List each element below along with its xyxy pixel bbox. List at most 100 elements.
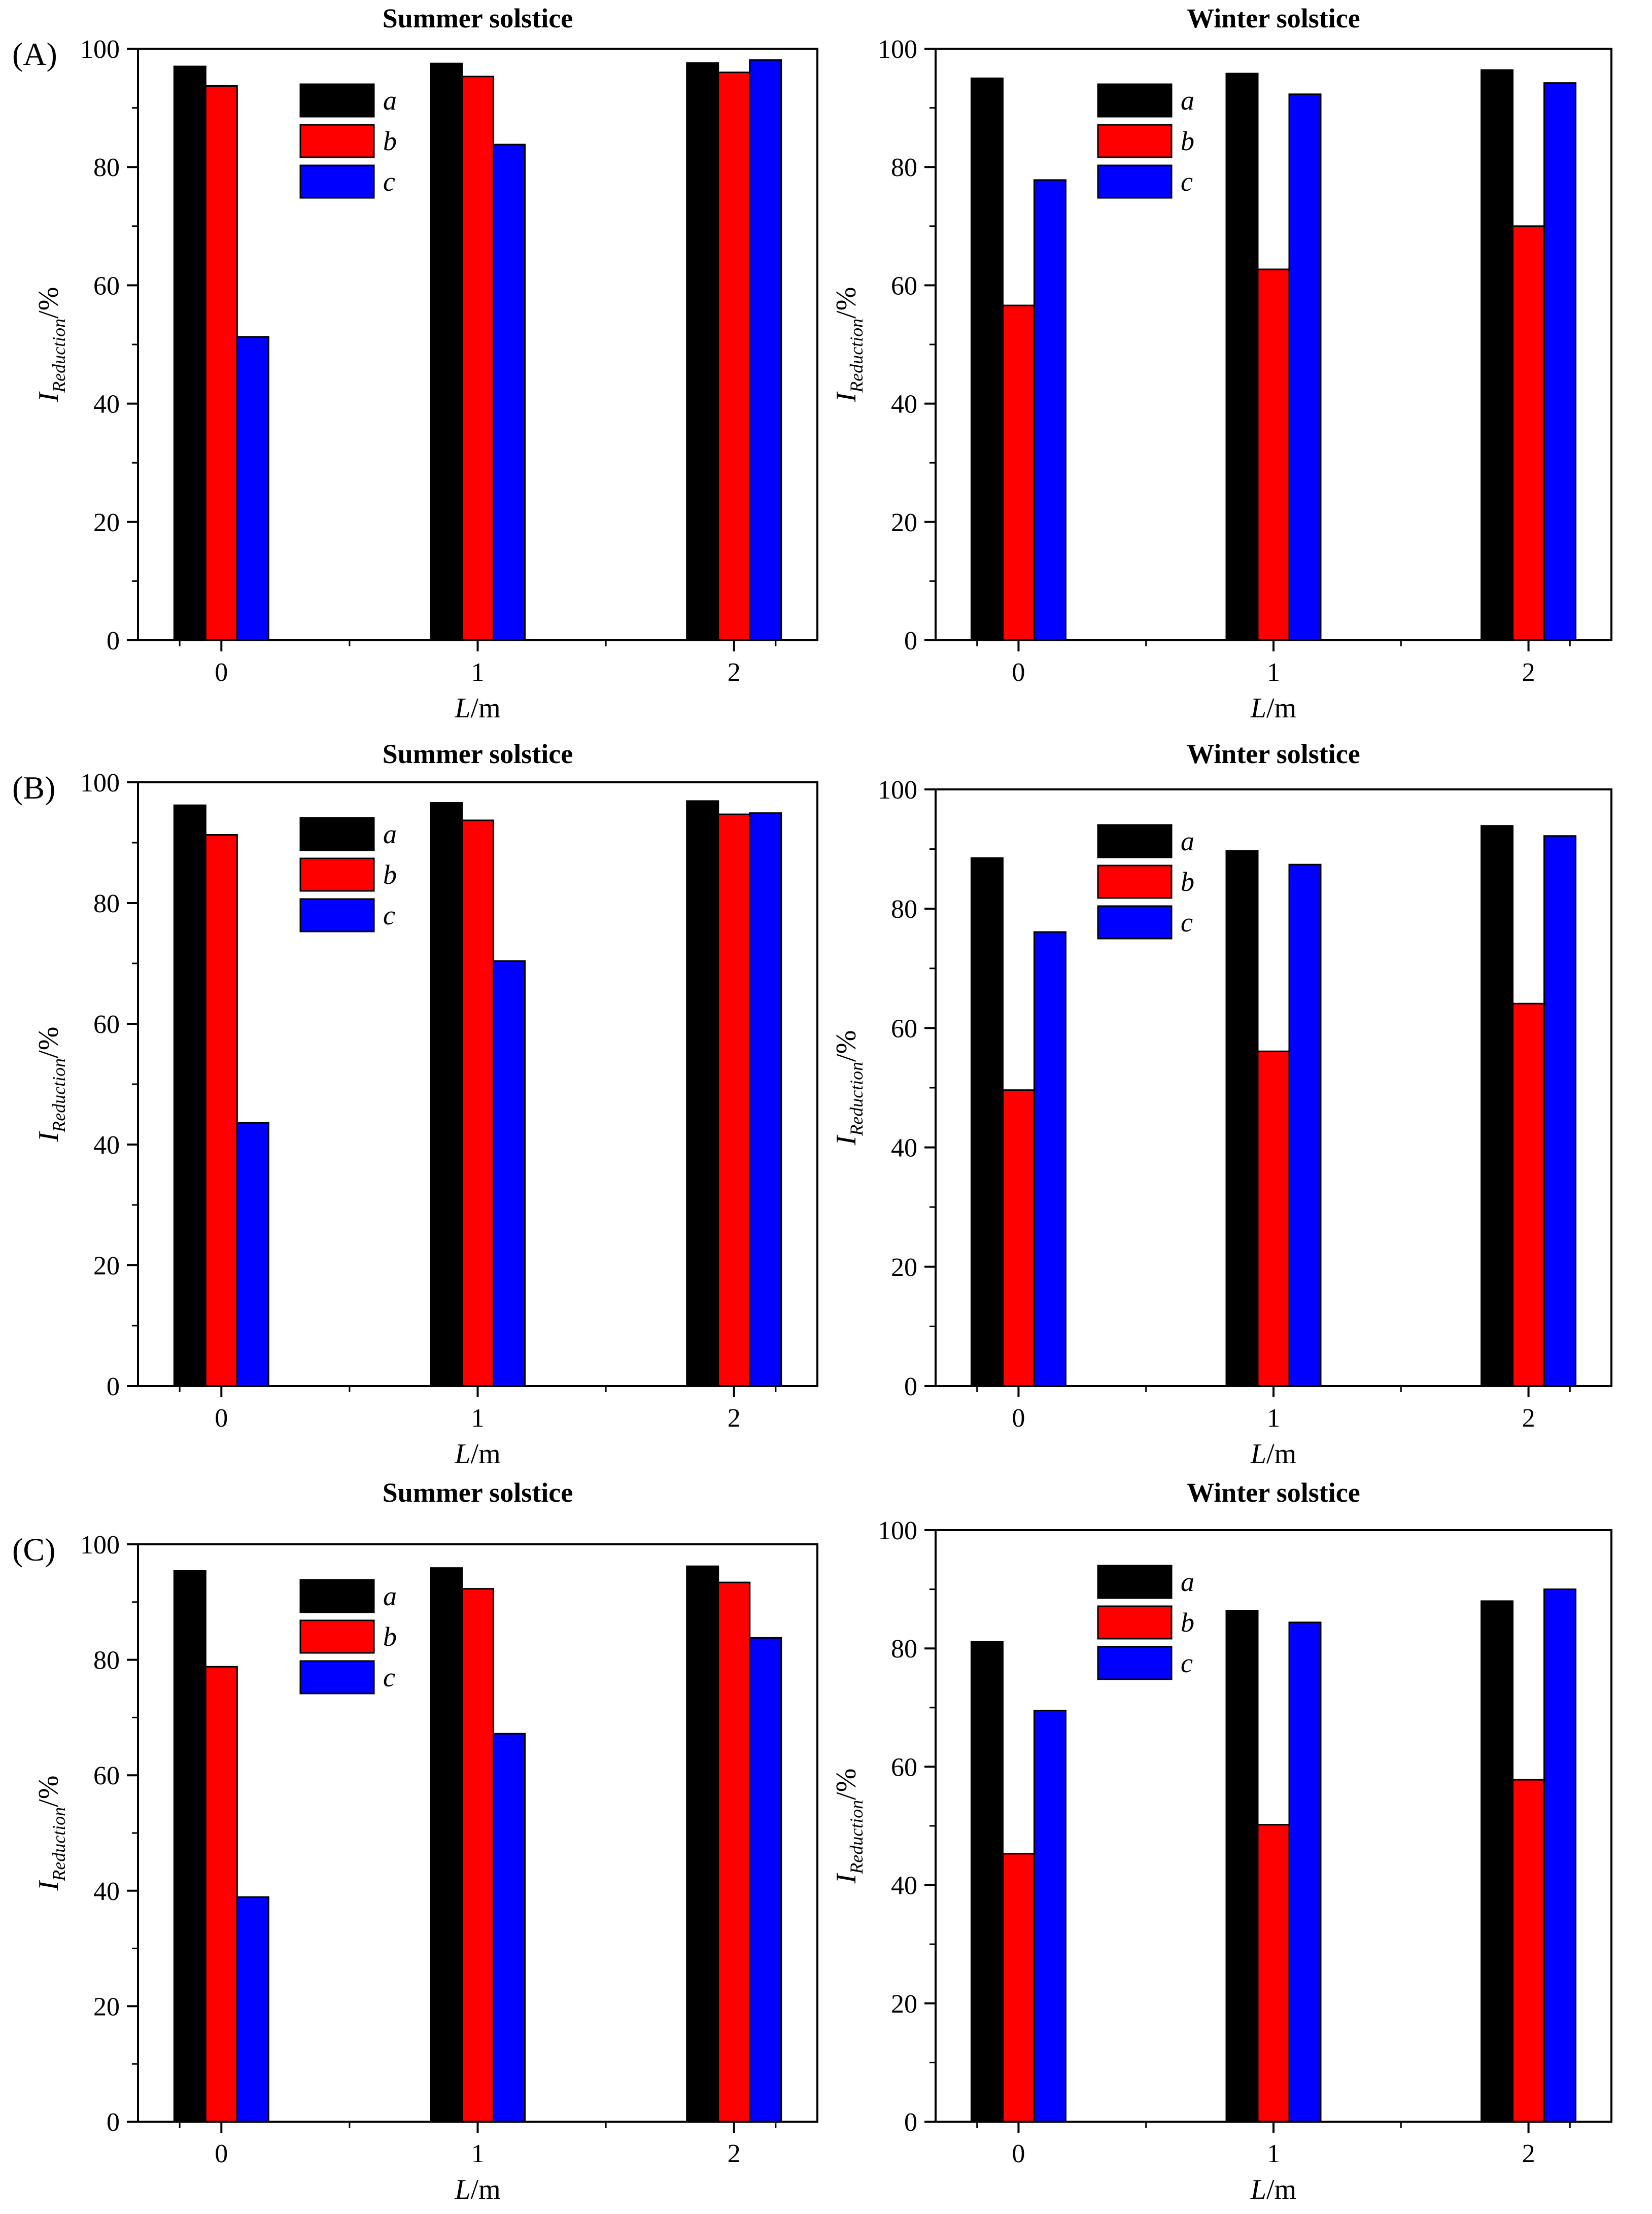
x-tick-label: 2	[1522, 1404, 1535, 1433]
legend-label-c: c	[383, 1662, 395, 1692]
bar-c-L1	[1288, 1621, 1322, 2123]
chart-winter-3: Winter solstice 0 20 40 60 80 100 0 1 2 L/m IReduct…	[831, 1477, 1612, 2205]
y-axis-label: IReduction/%	[33, 1027, 69, 1143]
panel-label: (C)	[12, 1532, 55, 1568]
x-tick-label: 2	[728, 2139, 741, 2168]
bar-b-L2	[1512, 1002, 1545, 1387]
bar-a-L1	[1225, 850, 1259, 1387]
x-tick-label: 1	[471, 2139, 485, 2168]
legend-label-b: b	[1181, 867, 1194, 897]
y-tick-label: 40	[93, 1877, 120, 1906]
x-axis-label: L/m	[454, 693, 500, 724]
x-tick-label: 1	[1267, 658, 1280, 687]
x-tick-label: 0	[1012, 1404, 1025, 1433]
x-axis-label-symbol: L	[1250, 693, 1266, 724]
y-axis-label-symbol: I	[831, 391, 862, 402]
bar-b-L0	[204, 85, 238, 641]
x-tick-label: 1	[471, 1404, 485, 1433]
y-axis-label-unit: /%	[831, 1030, 862, 1062]
legend-label-b: b	[383, 126, 397, 156]
bar-b-L2	[717, 72, 751, 641]
bar-a-L1	[430, 802, 463, 1387]
bar-c-L0	[1033, 179, 1066, 641]
legend-label-c: c	[383, 900, 395, 930]
y-tick-label: 40	[93, 1131, 120, 1160]
y-axis-label-symbol: I	[831, 1873, 862, 1884]
bar-c-L2	[1543, 835, 1577, 1387]
bar-c-L1	[493, 144, 526, 641]
chart-summer-1: Summer solstice 0 20 40 60 80 100 0 1 2 L/m IReduct…	[33, 3, 818, 724]
legend-label-c: c	[1181, 907, 1193, 938]
x-tick-label: 1	[1267, 2139, 1280, 2168]
legend-swatch-b	[299, 1619, 375, 1654]
y-axis-label-unit: /%	[33, 1776, 64, 1807]
y-tick-label: 60	[93, 271, 120, 300]
chart-summer-2: Summer solstice 0 20 40 60 80 100 0 1 2 L/m IReduct…	[33, 739, 818, 1470]
chart-summer-3: Summer solstice 0 20 40 60 80 100 0 1 2 L/m IReduct…	[33, 1477, 818, 2205]
y-axis-label-subscript: Reduction	[846, 1062, 867, 1136]
bar-c-L1	[493, 960, 526, 1387]
bar-a-L1	[430, 62, 463, 641]
y-axis-label-symbol: I	[33, 391, 64, 402]
legend-label-c: c	[1181, 166, 1193, 197]
x-axis-label: L/m	[1250, 693, 1296, 724]
bar-b-L1	[461, 819, 494, 1387]
bar-b-L0	[204, 1666, 238, 2123]
bar-a-L1	[430, 1567, 463, 2123]
panel-label: (B)	[12, 770, 55, 806]
bar-b-L0	[1002, 1089, 1035, 1387]
y-tick-label: 80	[93, 153, 120, 182]
chart-title: Summer solstice	[383, 3, 573, 33]
y-axis-label: IReduction/%	[33, 1776, 69, 1891]
x-tick-label: 2	[728, 1404, 741, 1433]
legend-swatch-b	[1097, 1605, 1173, 1640]
bar-c-L2	[749, 1637, 782, 2123]
x-tick-label: 0	[215, 2139, 228, 2168]
legend-label-a: a	[1181, 826, 1194, 856]
x-axis-label: L/m	[1250, 1438, 1296, 1470]
bar-a-L0	[970, 857, 1004, 1387]
chart-title: Winter solstice	[1187, 739, 1360, 769]
x-tick-label: 0	[215, 658, 228, 687]
x-axis-label-unit: /m	[1266, 693, 1296, 724]
y-tick-label: 20	[891, 508, 917, 537]
y-tick-label: 60	[891, 1014, 917, 1043]
legend-swatch-c	[1097, 905, 1173, 940]
legend-label-c: c	[1181, 1648, 1193, 1678]
bar-c-L1	[493, 1733, 526, 2123]
legend-label-b: b	[1181, 1607, 1194, 1638]
bar-c-L0	[1033, 931, 1066, 1387]
y-tick-label: 0	[107, 1372, 120, 1401]
x-tick-label: 0	[215, 1404, 228, 1433]
legend-label-a: a	[383, 819, 397, 849]
chart-title: Summer solstice	[383, 1477, 573, 1508]
legend-label-a: a	[383, 1581, 397, 1611]
chart-winter-2: Winter solstice 0 20 40 60 80 100 0 1 2 L/m IReduct…	[831, 739, 1612, 1470]
x-axis-label-symbol: L	[454, 1438, 470, 1470]
bar-a-L1	[1225, 73, 1259, 641]
y-tick-label: 0	[107, 2108, 120, 2137]
y-tick-label: 60	[891, 271, 917, 300]
y-tick-label: 20	[93, 508, 120, 537]
y-tick-label: 80	[93, 889, 120, 918]
bar-b-L2	[717, 1581, 751, 2123]
y-axis-label-subscript: Reduction	[846, 1800, 867, 1875]
x-axis-label-unit: /m	[1266, 2174, 1296, 2205]
panel-label: (A)	[12, 36, 57, 72]
x-axis-label-symbol: L	[1250, 2174, 1266, 2205]
y-tick-label: 80	[891, 895, 917, 924]
legend-swatch-a	[299, 817, 375, 851]
chart-title: Winter solstice	[1187, 1477, 1360, 1508]
x-tick-label: 0	[1012, 658, 1025, 687]
bar-a-L0	[173, 804, 206, 1387]
legend-swatch-c	[1097, 164, 1173, 199]
bar-a-L0	[970, 1641, 1004, 2123]
legend-label-c: c	[383, 166, 395, 197]
legend-swatch-a	[1097, 83, 1173, 118]
y-axis-label: IReduction/%	[33, 287, 69, 403]
bar-b-L2	[1512, 1779, 1545, 2123]
x-axis-label-symbol: L	[454, 693, 470, 724]
x-axis-label-unit: /m	[471, 2174, 501, 2205]
x-axis-label: L/m	[454, 1438, 500, 1470]
